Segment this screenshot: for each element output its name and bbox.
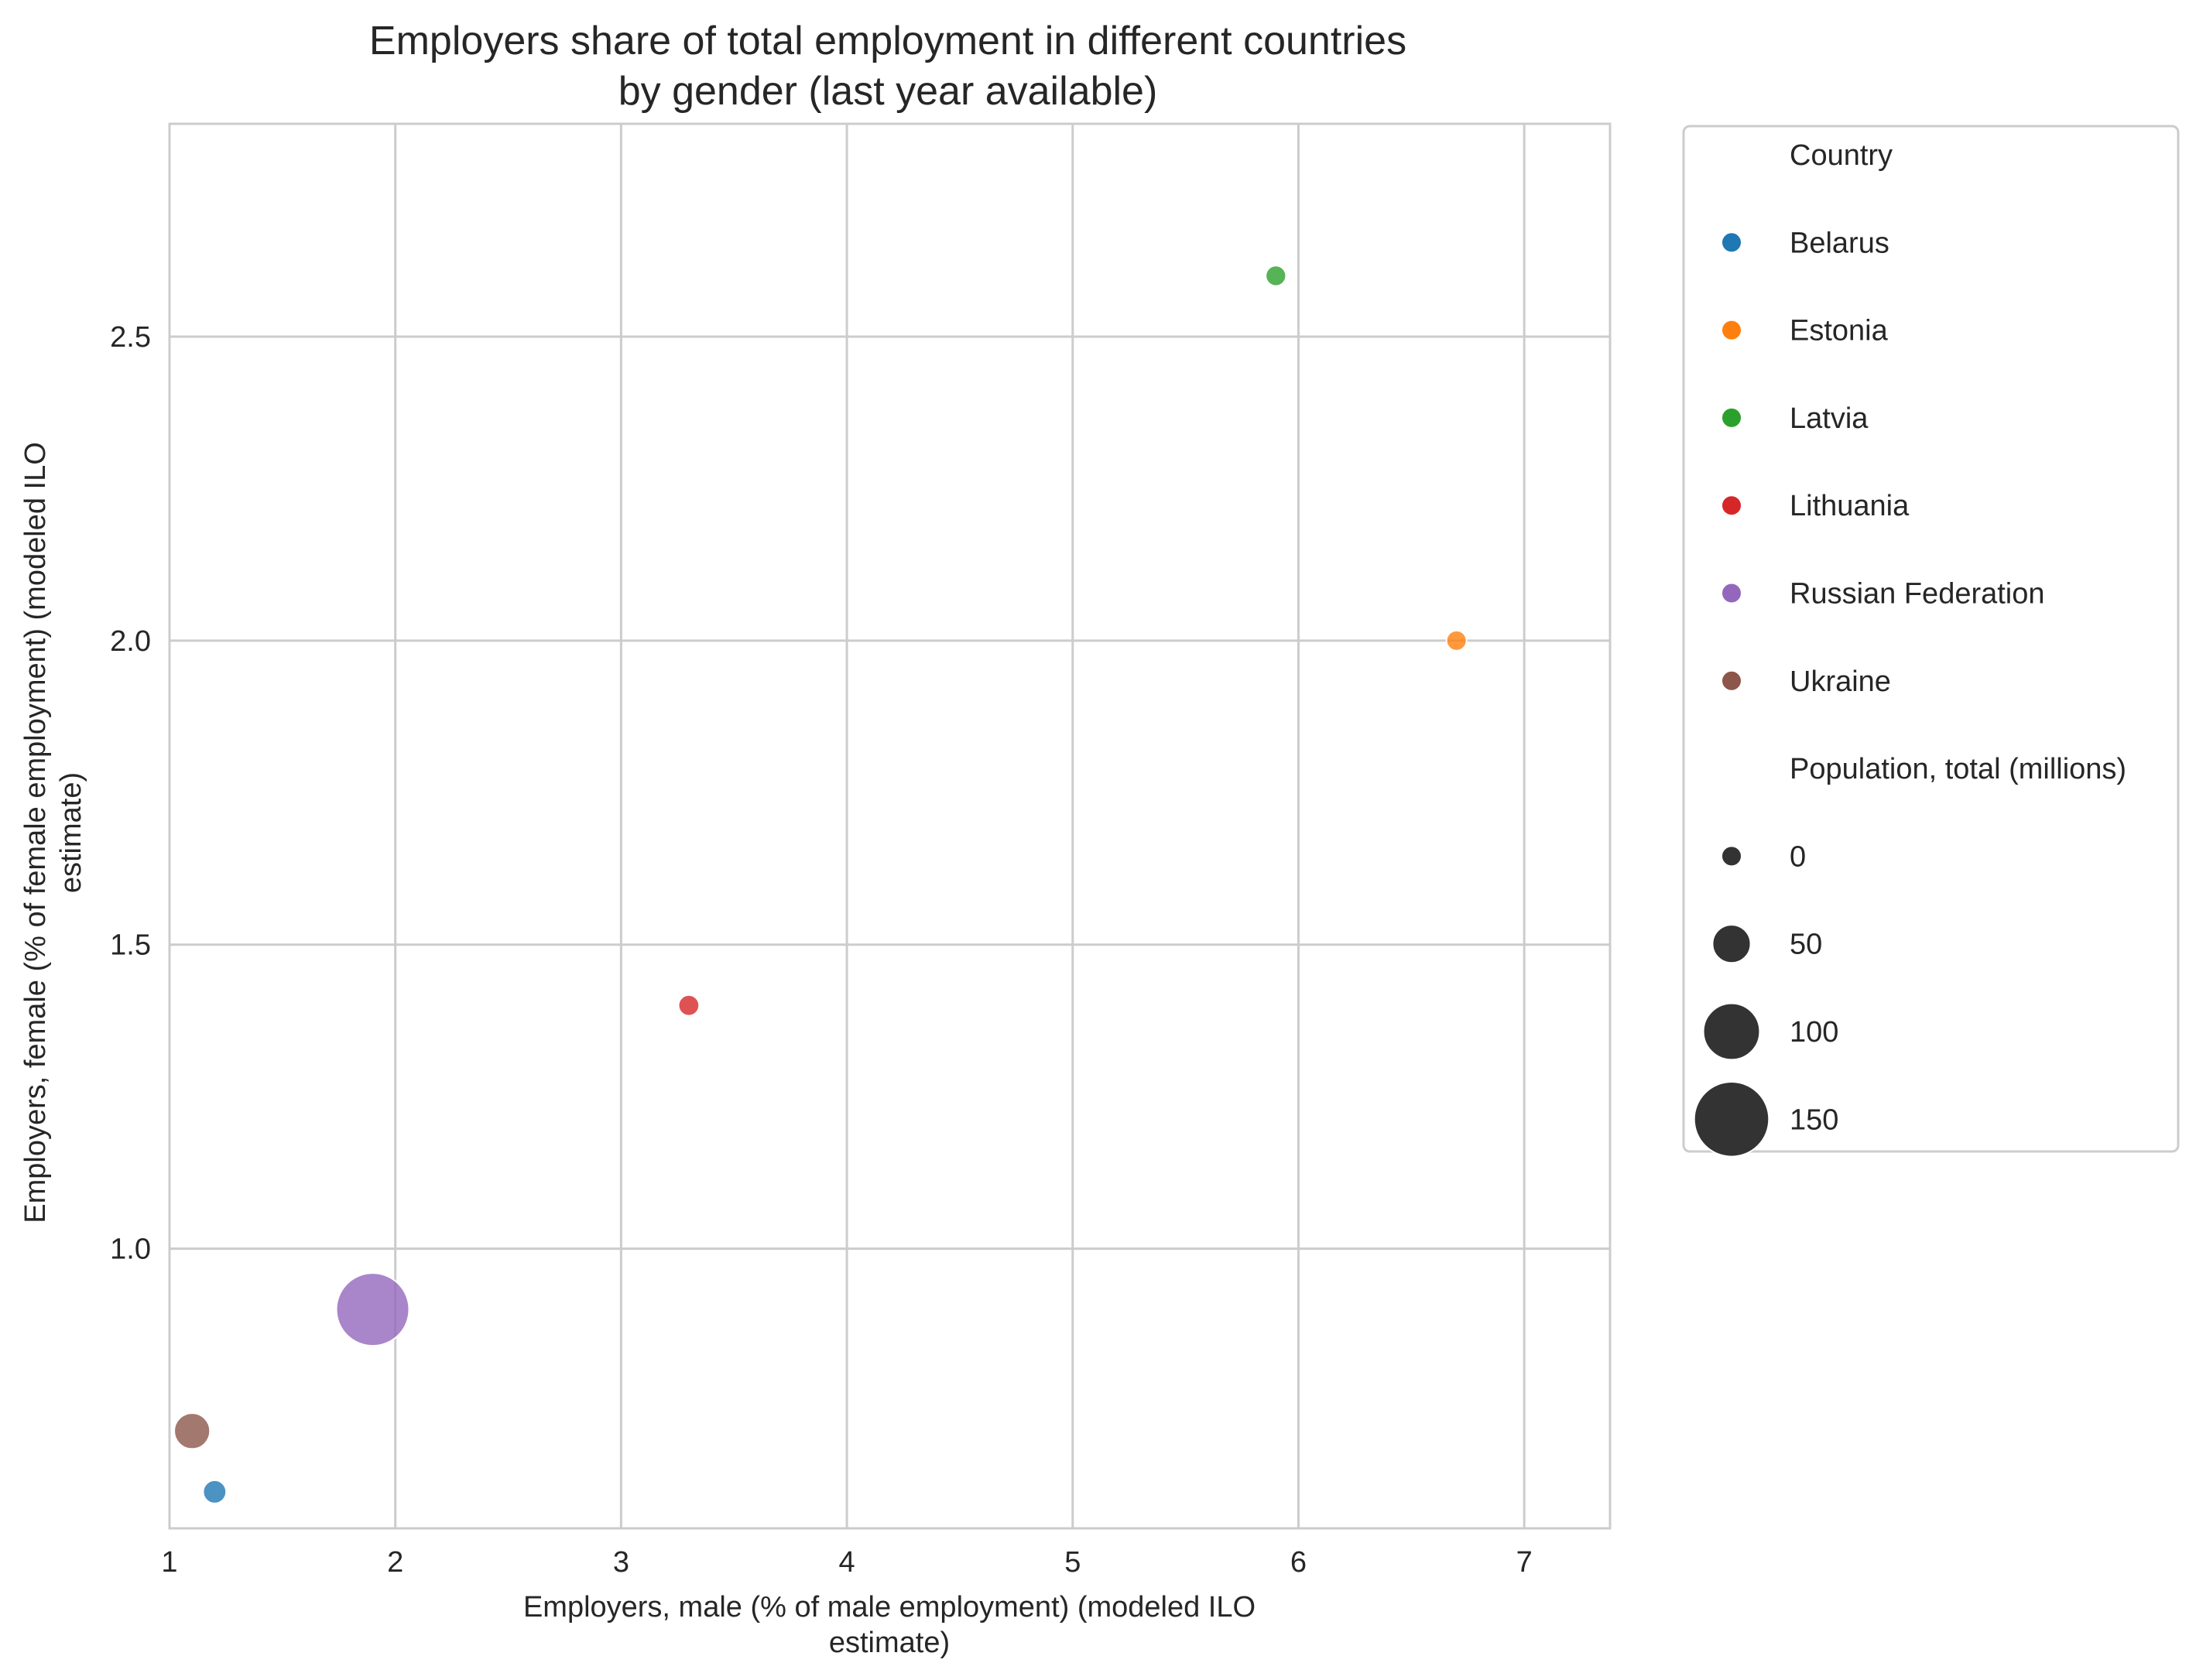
y-axis-label-line-2: estimate) — [55, 772, 87, 893]
point-lithuania — [677, 994, 701, 1017]
legend-item-label: Estonia — [1790, 315, 1889, 347]
legend-box — [1682, 125, 2180, 1153]
legend-size-marker — [1702, 1002, 1761, 1061]
point-belarus — [202, 1479, 228, 1504]
y-axis-ticks: 1.0 1.5 2.0 2.5 — [110, 321, 151, 1266]
x-tick-label: 5 — [1064, 1546, 1081, 1579]
legend-item-label: Russian Federation — [1790, 578, 2045, 611]
x-tick-label: 6 — [1290, 1546, 1307, 1579]
x-axis-label-line-2: estimate) — [829, 1627, 950, 1659]
x-tick-label: 1 — [161, 1546, 177, 1579]
legend-size-marker — [1693, 1080, 1770, 1158]
legend-item-label: Latvia — [1790, 402, 1869, 435]
x-tick-label: 4 — [839, 1546, 855, 1579]
x-tick-label: 2 — [387, 1546, 403, 1579]
plot-frame — [168, 122, 1612, 1530]
legend-size-label: 100 — [1790, 1016, 1838, 1049]
data-points — [173, 265, 1468, 1504]
legend-marker — [1721, 406, 1742, 429]
legend-size-label: 0 — [1790, 840, 1806, 873]
y-tick-label: 2.5 — [110, 321, 151, 354]
point-estonia — [1445, 629, 1468, 652]
legend-item-label: Ukraine — [1790, 665, 1891, 698]
legend: Country Belarus Estonia Latvia Lithuania Russ… — [1693, 139, 2126, 1158]
legend-size-label: 50 — [1790, 929, 1822, 961]
point-latvia — [1265, 265, 1287, 287]
point-russian-federation — [335, 1272, 410, 1347]
y-tick-label: 1.5 — [110, 929, 151, 962]
legend-item-label: Belarus — [1790, 227, 1889, 259]
legend-hue-title: Country — [1790, 139, 1893, 172]
y-tick-label: 1.0 — [110, 1233, 151, 1266]
y-axis-label: Employers, female (% of female employmen… — [19, 442, 87, 1223]
y-axis-label-line-1: Employers, female (% of female employmen… — [19, 442, 52, 1223]
legend-marker — [1721, 231, 1742, 254]
x-axis-ticks: 1 2 3 4 5 6 7 — [161, 1546, 1532, 1579]
legend-marker — [1721, 319, 1742, 341]
y-tick-label: 2.0 — [110, 625, 151, 658]
legend-size-marker — [1711, 924, 1752, 964]
legend-marker — [1721, 669, 1742, 692]
legend-size-title: Population, total (millions) — [1790, 753, 2126, 785]
x-axis-label-line-1: Employers, male (% of male employment) (… — [523, 1591, 1256, 1624]
legend-marker — [1721, 494, 1742, 517]
x-tick-label: 7 — [1516, 1546, 1533, 1579]
legend-size-marker — [1721, 845, 1742, 867]
legend-marker — [1721, 582, 1742, 604]
x-tick-label: 3 — [613, 1546, 629, 1579]
grid — [168, 124, 1610, 1528]
legend-item-label: Lithuania — [1790, 490, 1910, 522]
point-ukraine — [173, 1412, 211, 1450]
legend-size-label: 150 — [1790, 1103, 1838, 1136]
chart-title-line-2: by gender (last year available) — [618, 69, 1158, 114]
chart-title-line-1: Employers share of total employment in d… — [369, 19, 1406, 63]
